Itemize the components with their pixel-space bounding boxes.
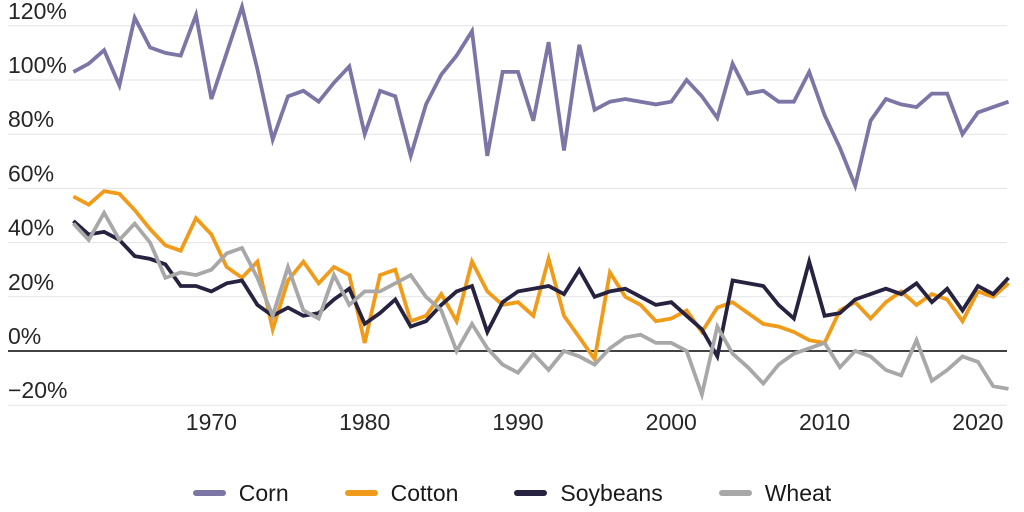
x-tick-label: 1990 (492, 409, 543, 435)
x-tick-label: 1980 (339, 409, 390, 435)
soybeans-line (72, 219, 1010, 362)
legend-item-soybeans: Soybeans (514, 479, 663, 506)
legend-item-corn: Corn (192, 479, 289, 506)
corn-swatch-icon (192, 490, 226, 496)
soybeans-swatch-icon (514, 490, 548, 496)
x-tick-label: 2020 (952, 409, 1003, 435)
wheat-swatch-icon (718, 490, 752, 496)
y-tick-label: −20% (8, 377, 67, 403)
returns-line-chart: 120% 100% 80% 60% 40% 20% 0% −20% 1970 1980 1990 20… (8, 0, 1010, 435)
corn-line (72, 0, 1010, 192)
y-tick-label: 40% (8, 215, 54, 241)
legend-label: Cotton (390, 479, 459, 506)
cotton-line (72, 189, 1010, 364)
y-tick-label: 0% (8, 323, 41, 349)
legend-item-wheat: Wheat (718, 479, 832, 506)
x-tick-label: 2000 (646, 409, 697, 435)
legend-label: Wheat (764, 479, 832, 506)
y-tick-label: 120% (8, 0, 67, 24)
legend-label: Soybeans (560, 479, 663, 506)
y-tick-label: 100% (8, 52, 67, 78)
legend-label: Corn (238, 479, 289, 506)
legend-item-cotton: Cotton (344, 479, 459, 506)
y-tick-label: 60% (8, 160, 54, 186)
x-tick-label: 2010 (799, 409, 850, 435)
y-tick-label: 20% (8, 269, 54, 295)
cotton-swatch-icon (344, 490, 378, 496)
x-tick-label: 1970 (186, 409, 237, 435)
y-tick-label: 80% (8, 106, 54, 132)
wheat-line (72, 208, 1009, 402)
chart-legend: Corn Cotton Soybeans Wheat (0, 477, 1024, 509)
